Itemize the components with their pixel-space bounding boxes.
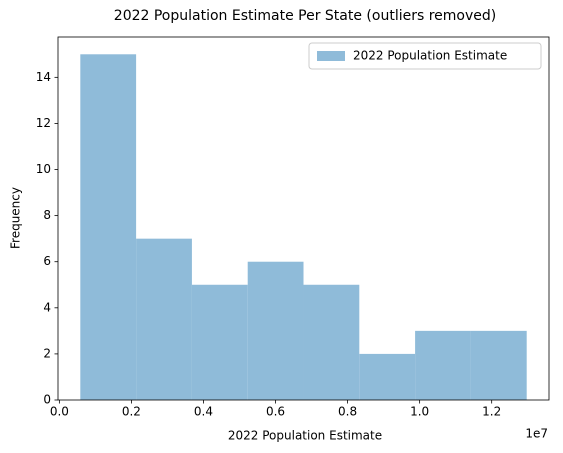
x-axis-label: 2022 Population Estimate xyxy=(228,429,382,443)
x-tick-label: 0.6 xyxy=(266,405,285,419)
legend-label: 2022 Population Estimate xyxy=(353,49,507,63)
y-tick-label: 12 xyxy=(36,116,51,130)
x-tick-label: 0.4 xyxy=(194,405,213,419)
x-tick-label: 0.2 xyxy=(122,405,141,419)
bar xyxy=(191,284,248,400)
bar xyxy=(470,330,527,400)
y-tick-label: 10 xyxy=(36,162,51,176)
legend-box xyxy=(308,42,542,70)
bar xyxy=(136,238,192,400)
chart-title: 2022 Population Estimate Per State (outl… xyxy=(114,8,496,24)
legend-swatch xyxy=(317,51,345,61)
y-tick-label: 4 xyxy=(43,300,51,314)
y-tick-label: 0 xyxy=(43,393,51,407)
bar xyxy=(247,261,304,400)
plot-frame xyxy=(57,36,550,401)
y-tick-label: 6 xyxy=(43,254,51,268)
bar xyxy=(359,353,416,400)
bar xyxy=(303,284,360,400)
y-tick-label: 14 xyxy=(36,70,51,84)
y-axis-label: Frequency xyxy=(9,187,23,249)
bar xyxy=(80,54,137,401)
x-offset-label: 1e7 xyxy=(525,427,548,441)
x-tick-label: 0.0 xyxy=(50,405,69,419)
x-tick-label: 1.2 xyxy=(482,405,501,419)
bar xyxy=(415,330,471,400)
y-tick-label: 8 xyxy=(43,208,51,222)
x-tick-label: 0.8 xyxy=(338,405,357,419)
y-tick-label: 2 xyxy=(43,346,51,360)
x-tick-label: 1.0 xyxy=(410,405,429,419)
